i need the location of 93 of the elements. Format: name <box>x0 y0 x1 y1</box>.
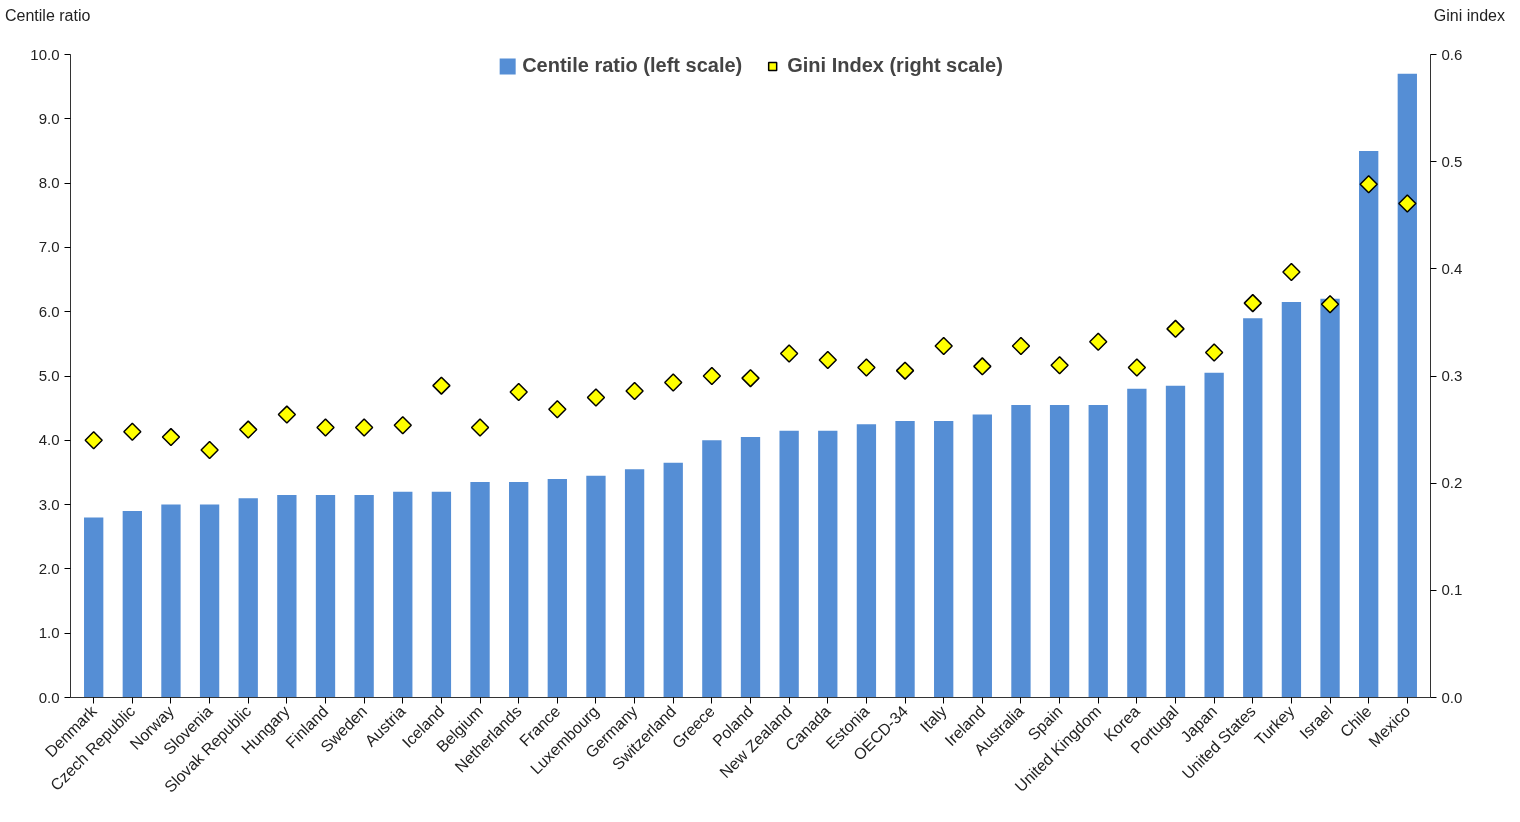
point <box>625 381 644 401</box>
bar <box>1049 404 1070 698</box>
bar <box>1397 73 1417 698</box>
bar <box>856 424 877 698</box>
point <box>1359 174 1378 194</box>
bar <box>1127 388 1147 698</box>
point <box>161 427 181 447</box>
y-tick-label: 8.0 <box>38 174 60 192</box>
point <box>548 399 567 419</box>
point <box>316 418 335 437</box>
point <box>509 382 528 402</box>
point <box>1127 358 1147 377</box>
y2-tick-label: 0.3 <box>1441 367 1463 384</box>
bar <box>277 494 297 698</box>
point <box>1243 293 1263 313</box>
y2-tick-label: 0.0 <box>1441 688 1463 706</box>
point <box>1166 319 1185 339</box>
point <box>84 431 103 450</box>
bar <box>122 511 142 698</box>
point <box>393 416 413 435</box>
bar <box>972 414 992 698</box>
point <box>470 418 490 437</box>
x-tick-label: Italy <box>916 702 950 736</box>
point <box>895 361 915 380</box>
y2-tick-label: 0.5 <box>1441 152 1463 170</box>
bar <box>1243 318 1263 698</box>
point <box>432 376 451 395</box>
bar <box>586 475 606 698</box>
point <box>934 336 953 356</box>
point <box>1204 343 1224 362</box>
bar <box>1320 298 1340 698</box>
legend-label: Gini Index (right scale) <box>787 54 1003 77</box>
bar <box>470 482 490 698</box>
bar <box>393 491 413 698</box>
point <box>1011 336 1031 356</box>
bar <box>431 491 452 698</box>
point <box>1320 294 1340 314</box>
y-tick-label: 7.0 <box>38 238 60 256</box>
y-tick-label: 4.0 <box>38 431 60 449</box>
point <box>1050 356 1069 375</box>
bar <box>199 504 220 698</box>
point <box>818 350 838 370</box>
bar <box>702 440 722 698</box>
bar <box>1204 372 1224 698</box>
point <box>200 440 219 460</box>
point <box>586 388 606 407</box>
y-tick-label: 2.0 <box>38 559 60 577</box>
bar <box>315 494 336 698</box>
y-tick-label: 3.0 <box>38 495 60 513</box>
y-tick-label: 9.0 <box>38 109 60 127</box>
bar <box>238 498 258 698</box>
bar <box>818 430 838 698</box>
bar <box>624 469 645 698</box>
point <box>973 357 992 376</box>
bar <box>1088 404 1108 698</box>
point <box>741 368 760 388</box>
bar <box>354 494 374 698</box>
point <box>1282 262 1301 282</box>
point <box>1398 194 1417 213</box>
y-tick-label: 6.0 <box>38 302 60 320</box>
y2-axis-title: Gini index <box>1433 6 1505 26</box>
bar <box>1359 150 1379 698</box>
bar <box>509 482 529 698</box>
bar <box>740 437 761 698</box>
point <box>277 405 297 424</box>
bar <box>1165 385 1186 698</box>
y-tick-label: 1.0 <box>38 624 60 642</box>
y-tick-label: 10.0 <box>30 45 60 63</box>
y2-tick-label: 0.1 <box>1441 581 1463 599</box>
y2-tick-label: 0.2 <box>1441 474 1463 492</box>
point <box>354 418 374 437</box>
y-tick-label: 0.0 <box>38 688 60 706</box>
point <box>123 422 142 441</box>
y2-tick-label: 0.6 <box>1441 45 1463 63</box>
point <box>857 358 876 377</box>
point <box>663 373 683 392</box>
point <box>238 420 258 439</box>
bar <box>1011 404 1031 698</box>
point <box>702 366 722 386</box>
bar <box>779 430 799 698</box>
bar <box>1281 302 1302 698</box>
bar <box>895 421 915 698</box>
y-axis-title: Centile ratio <box>5 6 91 26</box>
bar <box>161 504 181 698</box>
bar <box>547 478 567 698</box>
bar <box>84 517 104 698</box>
y2-tick-label: 0.4 <box>1441 259 1463 277</box>
point <box>779 344 799 363</box>
point <box>1088 332 1108 351</box>
y-tick-label: 5.0 <box>38 367 60 384</box>
legend-label: Centile ratio (left scale) <box>522 54 743 77</box>
bar <box>934 421 954 698</box>
bar <box>663 462 683 698</box>
